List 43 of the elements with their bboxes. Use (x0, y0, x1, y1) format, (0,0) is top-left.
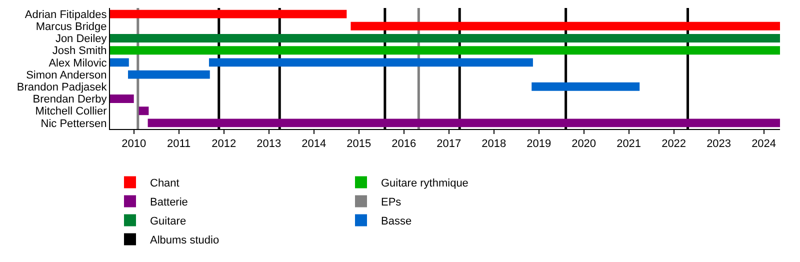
bar (110, 58, 129, 67)
y-tick-label: Brendan Derby (32, 94, 108, 106)
x-tick-label: 2010 (122, 138, 146, 150)
y-tick-label: Marcus Bridge (36, 21, 107, 33)
y-tick-label: Josh Smith (52, 45, 107, 58)
bar (110, 10, 347, 18)
legend-label: Batterie (150, 196, 188, 209)
x-tick-label: 2018 (482, 138, 506, 150)
legend-label: EPs (381, 196, 402, 209)
bar (208, 58, 533, 67)
y-tick-label: Mitchell Collier (35, 106, 108, 118)
legend-label: Chant (150, 178, 180, 190)
x-tick-label: 2011 (167, 138, 191, 150)
x-tick-label: 2016 (392, 138, 416, 150)
bar (532, 82, 640, 91)
x-tick-label: 2023 (706, 138, 732, 150)
x-tick-label: 2024 (752, 138, 776, 150)
x-tick-label: 2017 (436, 138, 462, 150)
y-tick-label: Brandon Padjasek (16, 82, 108, 94)
y-tick-label: Simon Anderson (26, 69, 107, 82)
bar (350, 22, 780, 30)
bar (138, 106, 149, 116)
bar (148, 118, 780, 128)
y-tick-label: Adrian Fitipaldes (24, 8, 108, 21)
legend-label: Albums studio (150, 234, 220, 247)
legend-label: Guitare rythmique (381, 178, 468, 190)
x-tick-label: 2013 (256, 138, 282, 150)
y-tick-label: Alex Milovic (48, 57, 108, 70)
x-tick-label: 2021 (616, 138, 642, 150)
bar (128, 70, 210, 79)
bar (110, 94, 134, 103)
x-tick-label: 2015 (346, 138, 372, 150)
bar (110, 34, 780, 42)
bar (110, 46, 780, 55)
x-tick-label: 2019 (526, 138, 552, 150)
y-tick-label: Jon Deiley (55, 33, 108, 46)
x-tick-label: 2022 (662, 138, 686, 150)
legend-label: Basse (381, 216, 412, 228)
y-tick-label: Nic Pettersen (40, 118, 107, 130)
x-tick-label: 2012 (212, 138, 236, 150)
legend-label: Guitare (150, 216, 186, 228)
x-tick-label: 2014 (302, 138, 326, 150)
x-tick-label: 2020 (572, 138, 596, 150)
